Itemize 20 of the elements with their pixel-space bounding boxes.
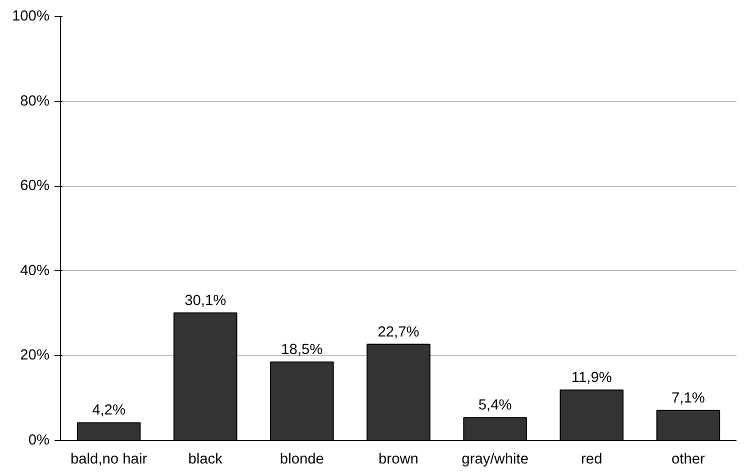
y-tick-label: 60% bbox=[20, 178, 50, 194]
y-tick-label: 100% bbox=[12, 8, 50, 24]
x-tick-label: other bbox=[672, 452, 706, 468]
data-label: 5,4% bbox=[478, 398, 512, 414]
data-label: 4,2% bbox=[92, 402, 126, 419]
y-tick-label: 20% bbox=[20, 348, 50, 364]
x-tick-label: bald,no hair bbox=[70, 452, 148, 468]
x-tick-label: gray/white bbox=[462, 452, 528, 468]
data-label: 11,9% bbox=[571, 370, 612, 386]
y-tick-label: 40% bbox=[20, 262, 50, 279]
data-label: 22,7% bbox=[378, 324, 420, 340]
x-tick-label: blonde bbox=[280, 452, 324, 468]
data-label: 30,1% bbox=[184, 292, 226, 309]
y-tick-label: 80% bbox=[20, 93, 50, 110]
y-tick-label: 0% bbox=[28, 432, 50, 448]
data-label: 7,1% bbox=[672, 390, 705, 406]
data-label: 18,5% bbox=[281, 342, 323, 358]
x-tick-label: black bbox=[188, 452, 224, 468]
x-tick-label: brown bbox=[378, 452, 418, 468]
x-tick-label: red bbox=[581, 452, 602, 468]
